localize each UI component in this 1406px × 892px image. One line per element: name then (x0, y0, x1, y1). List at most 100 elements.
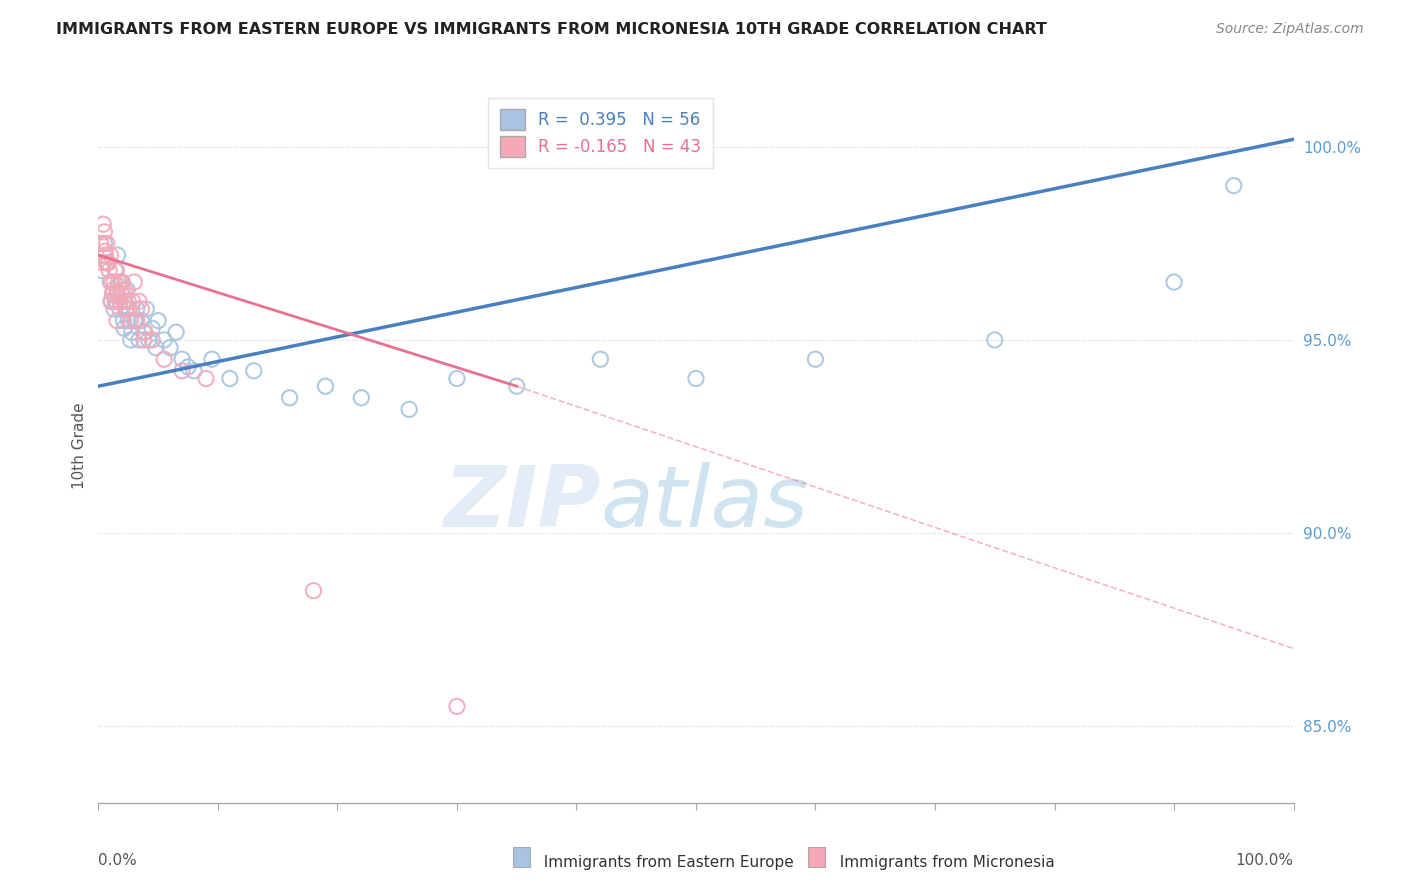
Point (141, 321, 163, 335)
Point (153, 333, 176, 347)
Text: 100.0%: 100.0% (1236, 853, 1294, 868)
Point (112, 313, 135, 327)
Point (104, 263, 127, 277)
Point (121, 294, 143, 309)
Legend: R =  0.395   N = 56, R = -0.165   N = 43: R = 0.395 N = 56, R = -0.165 N = 43 (488, 97, 713, 169)
Point (398, 402, 420, 417)
Point (1223, 178, 1246, 193)
Point (195, 371, 218, 385)
Point (101, 286, 124, 301)
Point (98, 263, 121, 277)
Point (118, 301, 141, 316)
Point (124, 275, 146, 289)
Point (124, 313, 146, 327)
Point (589, 352, 612, 367)
Point (98, 275, 122, 289)
Point (132, 333, 155, 347)
Point (132, 325, 155, 339)
Point (93, 225, 115, 239)
Point (685, 371, 707, 385)
Point (804, 352, 827, 367)
Point (94, 244, 117, 259)
Point (91, 256, 114, 270)
Point (111, 275, 134, 289)
Point (100, 294, 122, 309)
Text: ZIP: ZIP (443, 461, 600, 545)
Text: Immigrants from Micronesia: Immigrants from Micronesia (830, 855, 1054, 870)
Point (108, 301, 131, 316)
Point (128, 333, 150, 347)
Point (183, 364, 205, 378)
Point (172, 364, 194, 378)
Point (105, 286, 128, 301)
Point (110, 275, 132, 289)
Point (1163, 275, 1185, 289)
Point (115, 301, 138, 316)
Point (219, 371, 242, 385)
Point (446, 371, 468, 385)
Point (138, 333, 160, 347)
Point (100, 294, 122, 309)
Point (112, 294, 135, 309)
Point (117, 294, 139, 309)
Point (114, 283, 136, 297)
Point (98, 248, 122, 262)
Point (103, 301, 125, 316)
Text: 0.0%: 0.0% (98, 853, 138, 868)
Point (153, 352, 176, 367)
Point (103, 283, 125, 297)
Point (124, 313, 146, 327)
Point (114, 294, 136, 309)
Point (100, 275, 122, 289)
Point (115, 301, 138, 316)
Point (134, 325, 156, 339)
Point (131, 313, 153, 327)
Point (97, 256, 120, 270)
Point (141, 333, 163, 347)
Point (984, 333, 1007, 347)
Point (125, 313, 148, 327)
Point (96, 256, 118, 270)
Point (108, 294, 131, 309)
Point (302, 583, 325, 598)
Point (91, 263, 114, 277)
Point (105, 313, 128, 327)
Text: atlas: atlas (600, 461, 808, 545)
Point (105, 263, 128, 277)
Point (104, 294, 127, 309)
Text: Immigrants from Eastern Europe: Immigrants from Eastern Europe (534, 855, 794, 870)
Point (112, 321, 135, 335)
Point (506, 379, 529, 393)
Point (105, 294, 128, 309)
Point (107, 279, 129, 293)
Point (131, 301, 153, 316)
Point (177, 359, 200, 374)
Point (121, 325, 143, 339)
Point (128, 294, 150, 309)
Point (90, 236, 112, 251)
Point (145, 341, 167, 355)
Point (135, 301, 157, 316)
Point (165, 325, 187, 339)
Point (103, 275, 125, 289)
Point (91, 217, 114, 231)
Point (96, 236, 118, 251)
Point (111, 286, 134, 301)
Point (172, 352, 194, 367)
Point (350, 391, 373, 405)
Text: Source: ZipAtlas.com: Source: ZipAtlas.com (1216, 22, 1364, 37)
Point (107, 286, 129, 301)
Point (120, 313, 142, 327)
Point (159, 341, 181, 355)
Y-axis label: 10th Grade: 10th Grade (72, 402, 87, 490)
Point (278, 391, 301, 405)
Point (107, 248, 129, 262)
Point (201, 352, 224, 367)
Point (115, 301, 138, 316)
Point (117, 313, 139, 327)
Point (125, 301, 148, 316)
Point (110, 286, 132, 301)
Point (115, 283, 138, 297)
Point (107, 275, 129, 289)
Point (97, 256, 120, 270)
